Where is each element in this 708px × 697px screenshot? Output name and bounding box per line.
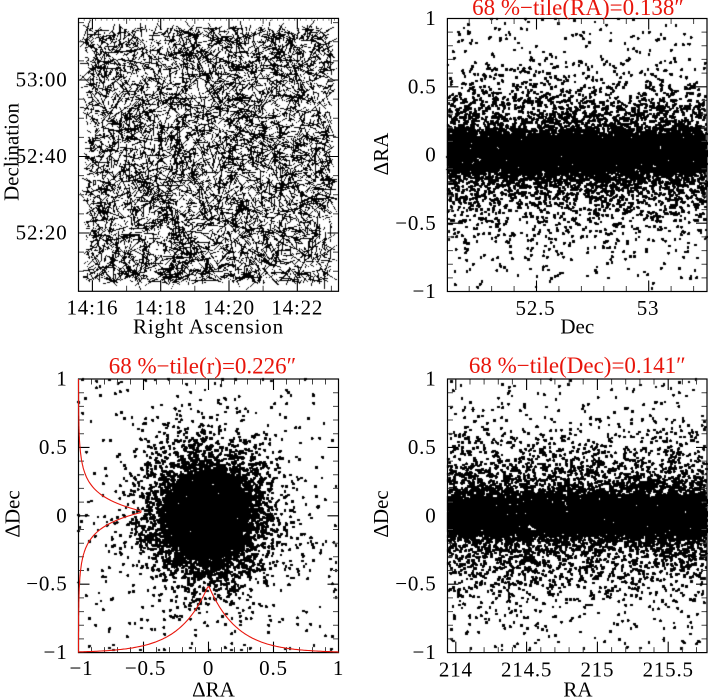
svg-text:0.5: 0.5: [408, 435, 437, 459]
svg-text:1: 1: [333, 656, 344, 680]
svg-text:−0.5: −0.5: [395, 572, 436, 596]
svg-text:0: 0: [203, 656, 214, 680]
svg-text:0.5: 0.5: [39, 435, 68, 459]
svg-text:ΔDec: ΔDec: [369, 490, 393, 537]
svg-text:53: 53: [637, 296, 660, 320]
svg-text:−1: −1: [44, 640, 68, 664]
svg-text:52.5: 52.5: [516, 296, 556, 320]
svg-text:−0.5: −0.5: [125, 656, 166, 680]
svg-text:215.5: 215.5: [643, 658, 694, 682]
svg-text:ΔDec: ΔDec: [1, 490, 25, 537]
svg-text:214.5: 214.5: [501, 658, 552, 682]
svg-text:−0.5: −0.5: [26, 572, 67, 596]
svg-text:1: 1: [56, 367, 67, 391]
svg-text:ΔRA: ΔRA: [369, 132, 393, 176]
svg-text:Right Ascension: Right Ascension: [133, 315, 284, 339]
svg-text:68 %−tile(Dec)=0.141″: 68 %−tile(Dec)=0.141″: [469, 353, 686, 378]
svg-text:−1: −1: [70, 656, 94, 680]
svg-text:14:20: 14:20: [203, 296, 255, 320]
svg-text:ΔRA: ΔRA: [192, 677, 236, 697]
svg-text:RA: RA: [563, 677, 593, 697]
svg-text:−1: −1: [413, 640, 437, 664]
svg-text:0: 0: [56, 503, 67, 527]
svg-text:0: 0: [425, 143, 436, 167]
svg-text:0: 0: [425, 503, 436, 527]
svg-text:52:40: 52:40: [16, 144, 68, 168]
svg-text:−0.5: −0.5: [395, 211, 436, 235]
svg-text:1: 1: [425, 367, 436, 391]
svg-text:14:18: 14:18: [135, 296, 187, 320]
svg-text:68 %−tile(r)=0.226″: 68 %−tile(r)=0.226″: [109, 354, 297, 379]
svg-text:215: 215: [580, 658, 614, 682]
svg-text:14:16: 14:16: [66, 296, 118, 320]
svg-text:52:20: 52:20: [16, 221, 68, 245]
svg-text:214: 214: [439, 658, 473, 682]
svg-text:0.5: 0.5: [408, 74, 437, 98]
svg-text:1: 1: [425, 6, 436, 30]
svg-text:14:22: 14:22: [271, 296, 323, 320]
svg-text:53:00: 53:00: [16, 68, 68, 92]
svg-text:Dec: Dec: [560, 315, 594, 339]
svg-text:0.5: 0.5: [259, 656, 288, 680]
svg-text:68 %−tile(RA)=0.138″: 68 %−tile(RA)=0.138″: [472, 0, 684, 20]
svg-text:Declination: Declination: [0, 103, 24, 201]
svg-text:−1: −1: [413, 279, 437, 303]
